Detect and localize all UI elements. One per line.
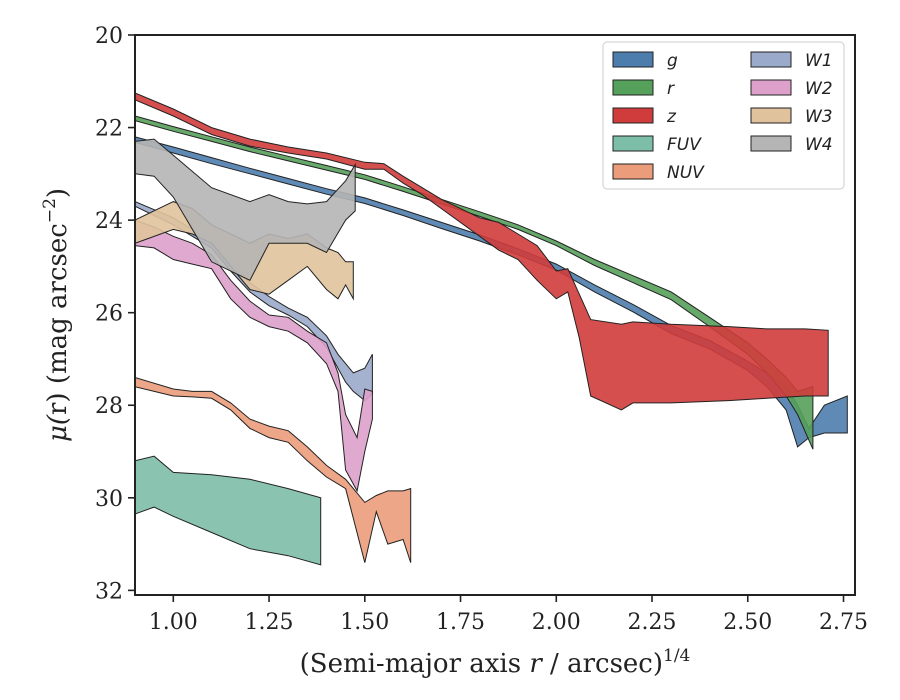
- legend-swatch: [750, 51, 792, 68]
- x-axis-ticks: 1.00 1.25 1.50 1.75 2.00 2.25 2.50 2.75: [149, 595, 868, 635]
- y-tick-label: 30: [95, 487, 123, 512]
- legend-label: z: [666, 107, 677, 127]
- legend-label: W1: [805, 51, 833, 71]
- y-tick-label: 28: [95, 394, 123, 419]
- legend-swatch: [750, 79, 792, 96]
- x-tick-label: 1.75: [436, 610, 485, 635]
- y-tick-label: 32: [95, 579, 123, 604]
- legend-label: W3: [805, 107, 833, 127]
- legend-item-w3: W3: [750, 107, 833, 127]
- legend-swatch: [612, 107, 654, 124]
- legend-swatch: [750, 107, 792, 124]
- legend-swatch: [612, 135, 654, 152]
- plot-frame: [134, 34, 856, 596]
- x-tick-label: 1.50: [340, 610, 389, 635]
- y-axis-ticks: 20 22 24 26 28 30 32: [95, 24, 135, 604]
- legend-item-r: r: [612, 79, 675, 99]
- band-fuv: [135, 455, 322, 566]
- band-nuv: [135, 376, 412, 563]
- legend-item-g: g: [612, 51, 678, 71]
- legend-label: NUV: [667, 163, 705, 183]
- x-tick-label: 1.00: [149, 610, 198, 635]
- band-w4: [135, 138, 356, 281]
- legend-box: [602, 41, 845, 190]
- profile-bands: [135, 92, 848, 566]
- legend-swatch: [612, 163, 654, 180]
- x-tick-label: 2.75: [819, 610, 868, 635]
- legend-item-z: z: [612, 107, 677, 127]
- x-tick-label: 2.25: [628, 610, 677, 635]
- y-tick-label: 24: [95, 209, 123, 234]
- legend-label: r: [667, 79, 675, 99]
- y-axis-title: μ(r) (mag arcsec−2): [40, 188, 73, 442]
- band-r: [135, 115, 814, 450]
- y-tick-label: 20: [95, 24, 123, 49]
- legend-swatch: [612, 51, 654, 68]
- band-z: [135, 92, 829, 411]
- legend-label: FUV: [667, 135, 702, 155]
- legend-item-w2: W2: [750, 79, 833, 99]
- legend: grz FUV NUV W1 W2 W3 W4: [602, 41, 845, 190]
- legend-item-fuv: FUV: [612, 135, 702, 155]
- legend-swatch: [750, 135, 792, 152]
- band-w2: [135, 219, 373, 493]
- legend-swatch: [612, 79, 654, 96]
- legend-item-w1: W1: [750, 51, 833, 71]
- x-axis-title: (Semi-major axis r / arcsec)1/4: [300, 646, 691, 679]
- y-tick-label: 22: [95, 117, 123, 142]
- legend-label: g: [667, 51, 678, 71]
- x-tick-label: 2.00: [532, 610, 581, 635]
- band-g: [135, 136, 848, 448]
- x-tick-label: 1.25: [245, 610, 294, 635]
- legend-label: W4: [805, 135, 833, 155]
- y-tick-label: 26: [95, 302, 123, 327]
- legend-label: W2: [805, 79, 833, 99]
- x-tick-label: 2.50: [723, 610, 772, 635]
- legend-item-w4: W4: [750, 135, 833, 155]
- legend-item-nuv: NUV: [612, 163, 705, 183]
